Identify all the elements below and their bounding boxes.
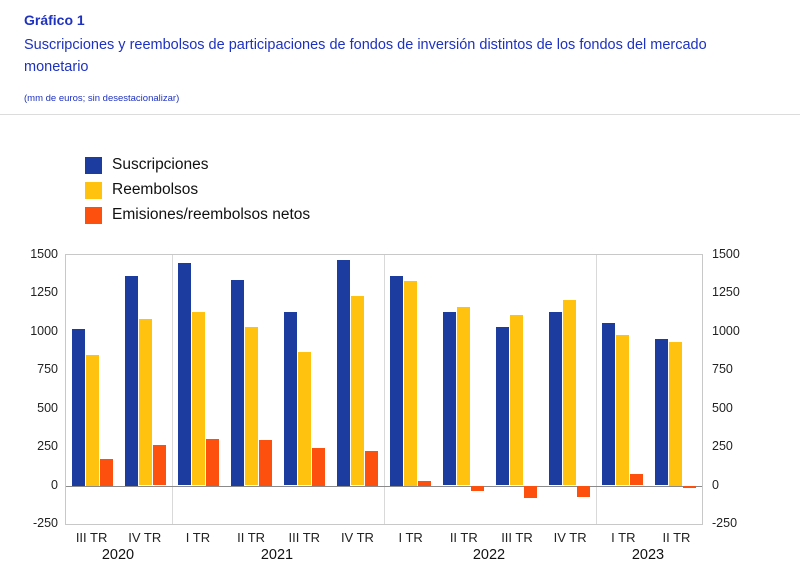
legend-label: Emisiones/reembolsos netos [112, 206, 311, 224]
legend-item-suscripciones: Suscripciones [85, 153, 800, 178]
y-tick-left: 750 [37, 362, 58, 377]
x-tick-quarter: I TR [611, 529, 636, 545]
x-tick-quarter: III TR [501, 529, 533, 545]
bar-reembolsos [245, 327, 258, 486]
chart-area: 1500 1250 1000 750 500 250 0 -250 1500 1250 1000 7… [8, 247, 800, 530]
bar-reembolsos [457, 307, 470, 486]
bar-reembolsos [351, 295, 364, 486]
bar-reembolsos [298, 351, 311, 486]
legend-swatch-reembolsos [85, 181, 102, 199]
bar-suscripciones [496, 327, 509, 486]
x-tick-quarter: II TR [449, 529, 478, 545]
bar-suscripciones [390, 276, 403, 486]
bar-emisiones-reembolsos-netos [100, 459, 113, 486]
bar-reembolsos [192, 311, 205, 486]
year-separator [596, 254, 597, 524]
y-tick-right: 250 [712, 439, 733, 454]
bar-emisiones-reembolsos-netos [312, 447, 325, 486]
bar-reembolsos [510, 314, 523, 486]
units-note: (mm de euros; sin desestacionalizar) [24, 92, 180, 104]
x-tick-year: 2020 [101, 546, 135, 563]
x-tick-year: 2022 [472, 546, 506, 563]
y-tick-right: 0 [712, 477, 719, 492]
bar-suscripciones [655, 339, 668, 486]
legend-label: Suscripciones [112, 156, 209, 174]
bar-suscripciones [231, 279, 244, 486]
y-tick-right: -250 [712, 515, 738, 530]
bar-suscripciones [443, 311, 456, 486]
x-tick-year: 2023 [631, 546, 665, 563]
bar-emisiones-reembolsos-netos [418, 480, 431, 486]
bar-suscripciones [284, 311, 297, 486]
x-axis-quarters: III TR IV TR I TR II TR III TR IV TR I TR II TR… [65, 530, 703, 545]
legend: Suscripciones Reembolsos Emisiones/reembol… [85, 153, 800, 228]
y-axis-right: 1500 1250 1000 750 500 250 0 -250 [703, 247, 760, 530]
x-axis-years: 2020 2021 2022 2023 [65, 547, 703, 569]
x-tick-quarter: IV TR [340, 529, 374, 545]
y-tick-right: 1000 [712, 323, 740, 338]
x-tick-quarter: I TR [185, 529, 211, 545]
bar-emisiones-reembolsos-netos [365, 450, 378, 486]
legend-item-emisiones-reembolsos-netos: Emisiones/reembolsos netos [85, 203, 800, 228]
y-tick-left: 1000 [30, 323, 58, 338]
bar-suscripciones [178, 262, 191, 486]
bar-suscripciones [337, 260, 350, 486]
x-tick-quarter: II TR [662, 529, 691, 545]
bar-emisiones-reembolsos-netos [630, 473, 643, 486]
bar-reembolsos [563, 299, 576, 486]
bar-emisiones-reembolsos-netos [683, 485, 696, 488]
x-tick-quarter: IV TR [128, 529, 162, 545]
y-tick-right: 1250 [712, 285, 740, 300]
figure-number: Gráfico 1 [24, 12, 85, 28]
bar-emisiones-reembolsos-netos [524, 485, 537, 498]
x-tick-quarter: II TR [237, 529, 266, 545]
bar-emisiones-reembolsos-netos [471, 485, 484, 491]
x-tick-quarter: III TR [75, 529, 108, 545]
bar-emisiones-reembolsos-netos [153, 444, 166, 486]
y-tick-left: 0 [51, 477, 58, 492]
legend-swatch-emisiones-reembolsos-netos [85, 206, 102, 224]
bar-reembolsos [139, 319, 152, 486]
year-separator [172, 254, 173, 524]
legend-label: Reembolsos [112, 181, 199, 199]
y-axis-left: 1500 1250 1000 750 500 250 0 -250 [8, 247, 65, 530]
x-tick-year: 2021 [260, 546, 294, 563]
y-tick-left: 1500 [30, 246, 58, 261]
x-tick-quarter: I TR [398, 529, 423, 545]
legend-swatch-suscripciones [85, 156, 102, 174]
bar-suscripciones [72, 328, 85, 486]
y-tick-left: 500 [37, 400, 58, 415]
y-tick-left: -250 [32, 515, 58, 530]
bar-reembolsos [669, 341, 682, 486]
bar-suscripciones [125, 276, 138, 486]
y-tick-right: 500 [712, 400, 733, 415]
header: Gráfico 1 Suscripciones y reembolsos de … [0, 0, 800, 115]
bar-emisiones-reembolsos-netos [259, 440, 272, 486]
zero-line [66, 485, 702, 487]
figure-title: Suscripciones y reembolsos de participac… [24, 37, 707, 76]
y-tick-left: 1250 [30, 285, 58, 300]
bar-reembolsos [404, 281, 417, 486]
plot-area [65, 253, 703, 525]
bar-reembolsos [86, 354, 99, 486]
bar-reembolsos [616, 334, 629, 486]
legend-item-reembolsos: Reembolsos [85, 178, 800, 203]
bar-emisiones-reembolsos-netos [577, 485, 590, 498]
bar-suscripciones [549, 311, 562, 486]
bar-suscripciones [602, 322, 615, 486]
x-tick-quarter: IV TR [553, 529, 587, 545]
x-tick-quarter: III TR [288, 529, 321, 545]
year-separator [384, 254, 385, 524]
y-tick-right: 750 [712, 362, 733, 377]
y-tick-right: 1500 [712, 246, 740, 261]
y-tick-left: 250 [37, 439, 58, 454]
bar-emisiones-reembolsos-netos [206, 438, 219, 486]
